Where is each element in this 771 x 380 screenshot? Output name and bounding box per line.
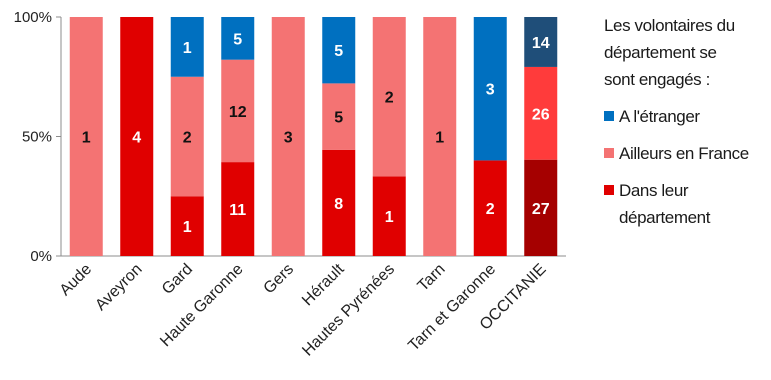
data-label: 26 — [532, 106, 550, 123]
data-label: 1 — [82, 130, 91, 147]
bar-segment — [170, 76, 204, 197]
x-tick-label: Hérault — [299, 260, 348, 309]
bar-segment — [423, 17, 457, 256]
bar-segment — [322, 17, 356, 84]
legend-title: Les volontaires du département se sont e… — [604, 12, 769, 93]
data-label: 5 — [334, 110, 343, 127]
data-label: 5 — [233, 31, 242, 48]
x-tick-label: Aveyron — [92, 261, 145, 314]
x-tick-label: Gard — [159, 261, 196, 298]
x-tick-label: Tarn — [415, 261, 449, 295]
data-label: 1 — [183, 40, 192, 57]
data-label: 3 — [486, 82, 495, 99]
data-label: 1 — [435, 130, 444, 147]
legend-label: département — [619, 208, 711, 227]
data-label: 2 — [486, 201, 495, 218]
legend-label: A l'étranger — [619, 107, 700, 126]
data-label: 27 — [532, 201, 550, 218]
legend-label: Ailleurs en France — [619, 144, 749, 163]
bar-segment — [524, 66, 558, 160]
bar-segment — [221, 17, 255, 60]
legend-item-etranger: A l'étranger — [604, 103, 769, 130]
bar-segment — [271, 17, 305, 256]
bar-segment — [120, 17, 154, 256]
legend-label: Dans leur — [619, 181, 689, 200]
bar-segment — [322, 149, 356, 256]
data-label: 11 — [229, 202, 246, 219]
legend-title-line: département se — [604, 43, 717, 62]
data-label: 4 — [132, 130, 141, 147]
legend-swatch — [604, 111, 614, 121]
bar-segment — [221, 162, 255, 256]
x-tick-label: Tarn et Garonne — [405, 261, 499, 355]
legend-item-ailleurs-en-france: Ailleurs en France — [604, 140, 769, 167]
data-label: 12 — [229, 104, 247, 121]
bar-segment — [372, 176, 406, 256]
y-tick-label: 0% — [30, 248, 52, 265]
x-tick-label: Gers — [261, 261, 298, 298]
data-label: 14 — [532, 35, 550, 52]
stacked-bar-chart: 0%50%100%1Aude4Aveyron121Gard11125Haute … — [14, 9, 566, 360]
data-label: 2 — [183, 130, 192, 147]
data-label: 5 — [334, 43, 343, 60]
bar-segment — [322, 83, 356, 150]
y-tick-label: 100% — [14, 9, 52, 26]
data-label: 1 — [183, 219, 192, 236]
legend-item-dans-leur-departement: Dans leur département — [604, 177, 769, 231]
bar-segment — [221, 59, 255, 163]
data-label: 1 — [385, 209, 394, 226]
bar-segment — [524, 159, 558, 256]
data-label: 2 — [385, 90, 394, 107]
legend-swatch — [604, 148, 614, 158]
legend-swatch — [604, 185, 614, 195]
bar-segment — [170, 17, 204, 77]
legend: Les volontaires du département se sont e… — [604, 12, 769, 231]
x-tick-label: Hautes Pyrénées — [299, 261, 398, 360]
bar-segment — [69, 17, 103, 256]
bar-segment — [473, 160, 507, 256]
data-label: 3 — [284, 130, 293, 147]
legend-title-line: Les volontaires du — [604, 16, 735, 35]
data-label: 8 — [334, 196, 343, 213]
x-tick-label: Aude — [57, 261, 96, 300]
bar-segment — [372, 17, 406, 177]
bar-segment — [524, 17, 558, 67]
bar-segment — [473, 17, 507, 161]
bar-segment — [170, 196, 204, 256]
legend-title-line: sont engagés : — [604, 70, 710, 89]
y-tick-label: 50% — [22, 129, 52, 146]
